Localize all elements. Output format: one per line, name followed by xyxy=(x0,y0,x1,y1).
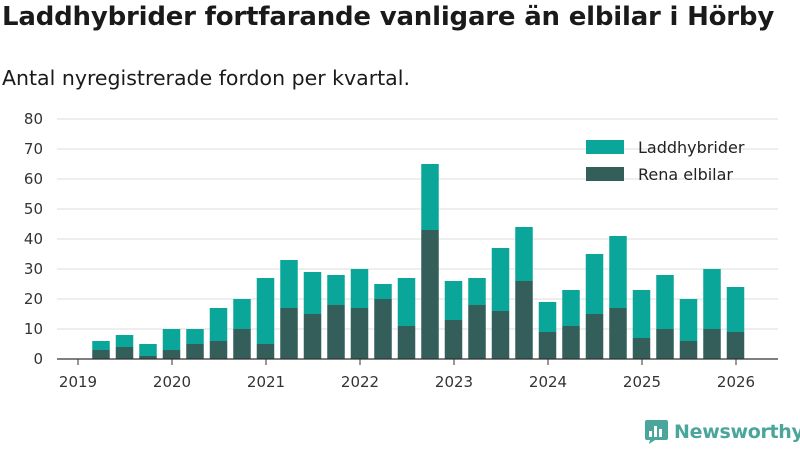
bar-laddhybrider xyxy=(421,164,439,230)
bar-laddhybrider xyxy=(350,269,369,308)
bar-laddhybrider xyxy=(397,278,416,326)
bar-laddhybrider xyxy=(162,329,181,350)
newsworthy-logo-icon xyxy=(645,420,668,444)
bar-laddhybrider xyxy=(538,302,557,332)
bar-rena-elbilar xyxy=(280,308,298,359)
bar-laddhybrider xyxy=(726,287,745,332)
bar-laddhybrider xyxy=(256,278,275,344)
bar-rena-elbilar xyxy=(374,299,392,359)
bar-rena-elbilar xyxy=(397,326,416,359)
bar-laddhybrider xyxy=(491,248,510,311)
x-tick-label: 2024 xyxy=(529,373,567,391)
y-tick-label: 30 xyxy=(24,260,43,278)
bar-rena-elbilar xyxy=(562,326,580,359)
brand-name: Newsworthy xyxy=(674,420,800,443)
bar-laddhybrider xyxy=(585,254,604,314)
bar-rena-elbilar xyxy=(679,341,698,359)
y-tick-label: 50 xyxy=(24,200,43,218)
bar-rena-elbilar xyxy=(609,308,627,359)
bar-laddhybrider xyxy=(703,269,721,329)
bar-rena-elbilar xyxy=(656,329,674,359)
bar-laddhybrider xyxy=(92,341,110,350)
bar-laddhybrider xyxy=(303,272,322,314)
bar-laddhybrider xyxy=(562,290,580,326)
bar-rena-elbilar xyxy=(515,281,533,359)
bar-rena-elbilar xyxy=(327,305,345,359)
bar-rena-elbilar xyxy=(726,332,745,359)
bar-rena-elbilar xyxy=(350,308,369,359)
bar-rena-elbilar xyxy=(538,332,557,359)
y-tick-label: 60 xyxy=(24,170,43,188)
bar-rena-elbilar xyxy=(139,356,157,359)
x-tick-label: 2023 xyxy=(435,373,473,391)
bar-rena-elbilar xyxy=(186,344,204,359)
chart-title: Laddhybrider fortfarande vanligare än el… xyxy=(2,2,775,32)
bar-rena-elbilar xyxy=(585,314,604,359)
x-tick-label: 2020 xyxy=(153,373,191,391)
brand-logo: Newsworthy xyxy=(644,419,800,444)
bar-laddhybrider xyxy=(115,335,134,347)
bar-laddhybrider xyxy=(374,284,392,299)
x-tick-label: 2021 xyxy=(247,373,285,391)
bar-laddhybrider xyxy=(609,236,627,308)
bar-rena-elbilar xyxy=(233,329,251,359)
y-axis-ticks: 0 10 20 30 40 50 60 70 80 xyxy=(24,110,43,368)
bar-laddhybrider xyxy=(327,275,345,305)
bar-rena-elbilar xyxy=(444,320,463,359)
bar-laddhybrider xyxy=(444,281,463,320)
bar-laddhybrider xyxy=(515,227,533,281)
bar-laddhybrider xyxy=(679,299,698,341)
bar-rena-elbilar xyxy=(256,344,275,359)
bar-rena-elbilar xyxy=(209,341,228,359)
legend-swatch xyxy=(586,140,624,154)
y-tick-label: 20 xyxy=(24,290,43,308)
bar-rena-elbilar xyxy=(92,350,110,359)
gridlines xyxy=(57,118,778,330)
bar-rena-elbilar xyxy=(703,329,721,359)
x-tick-label: 2022 xyxy=(341,373,379,391)
y-tick-label: 0 xyxy=(33,350,43,368)
y-tick-label: 10 xyxy=(24,320,43,338)
bar-laddhybrider xyxy=(139,344,157,356)
bar-laddhybrider xyxy=(233,299,251,329)
x-tick-label: 2026 xyxy=(717,373,755,391)
legend: Laddhybrider Rena elbilar xyxy=(586,138,745,184)
y-tick-label: 40 xyxy=(24,230,43,248)
x-tick-label: 2025 xyxy=(623,373,661,391)
legend-label: Rena elbilar xyxy=(638,165,733,184)
bar-rena-elbilar xyxy=(491,311,510,359)
bar-rena-elbilar xyxy=(421,230,439,359)
bar-rena-elbilar xyxy=(115,347,134,359)
bar-laddhybrider xyxy=(468,278,486,305)
x-tick-label: 2019 xyxy=(59,373,97,391)
bar-rena-elbilar xyxy=(468,305,486,359)
bar-rena-elbilar xyxy=(632,338,651,359)
chart-subtitle: Antal nyregistrerade fordon per kvartal. xyxy=(2,66,410,90)
y-tick-label: 80 xyxy=(24,110,43,128)
bar-laddhybrider xyxy=(656,275,674,329)
bar-laddhybrider xyxy=(632,290,651,338)
bars xyxy=(92,164,745,359)
bar-rena-elbilar xyxy=(303,314,322,359)
legend-swatch xyxy=(586,167,624,181)
legend-label: Laddhybrider xyxy=(638,138,745,157)
bar-laddhybrider xyxy=(209,308,228,341)
x-axis: 2019 2020 2021 2022 2023 2024 2025 2026 xyxy=(57,358,778,391)
bar-rena-elbilar xyxy=(162,350,181,359)
y-tick-label: 70 xyxy=(24,140,43,158)
bar-laddhybrider xyxy=(280,260,298,308)
bar-laddhybrider xyxy=(186,329,204,344)
